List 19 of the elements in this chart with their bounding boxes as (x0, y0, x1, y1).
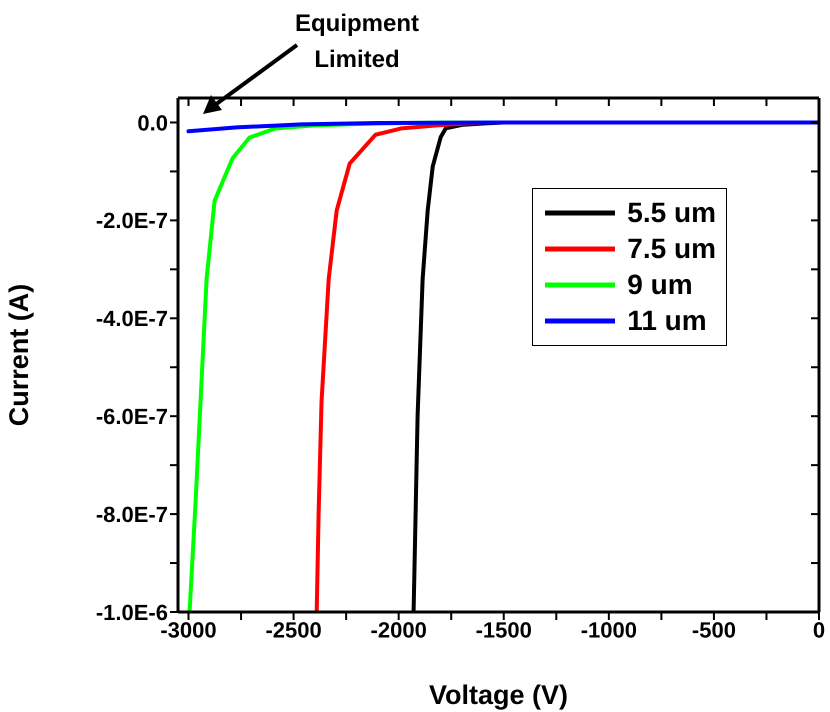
legend-label: 9 um (627, 269, 693, 301)
x-axis-title: Voltage (V) (428, 680, 568, 710)
x-tick-label: 0 (812, 618, 826, 643)
y-tick-label: -4.0E-7 (96, 306, 168, 332)
y-tick-label: -8.0E-7 (96, 502, 168, 527)
y-tick-label: -2.0E-7 (96, 208, 168, 234)
y-tick-label: -6.0E-7 (96, 404, 168, 429)
legend-label: 7.5 um (627, 233, 716, 265)
line-series (186, 120, 819, 134)
legend-label: 5.5 um (627, 197, 716, 229)
legend-label: 11 um (627, 305, 707, 337)
text: Equipment Limited (295, 10, 420, 73)
x-tick-label: -2000 (370, 618, 427, 643)
x-tick-label: -500 (692, 618, 736, 643)
y-tick-label: 0.0 (137, 110, 168, 136)
x-tick-label: -2500 (265, 618, 322, 643)
y-axis-title: Current (A) (4, 284, 34, 426)
x-tick-label: -1500 (476, 618, 532, 643)
x-tick-label: -1000 (580, 618, 637, 643)
